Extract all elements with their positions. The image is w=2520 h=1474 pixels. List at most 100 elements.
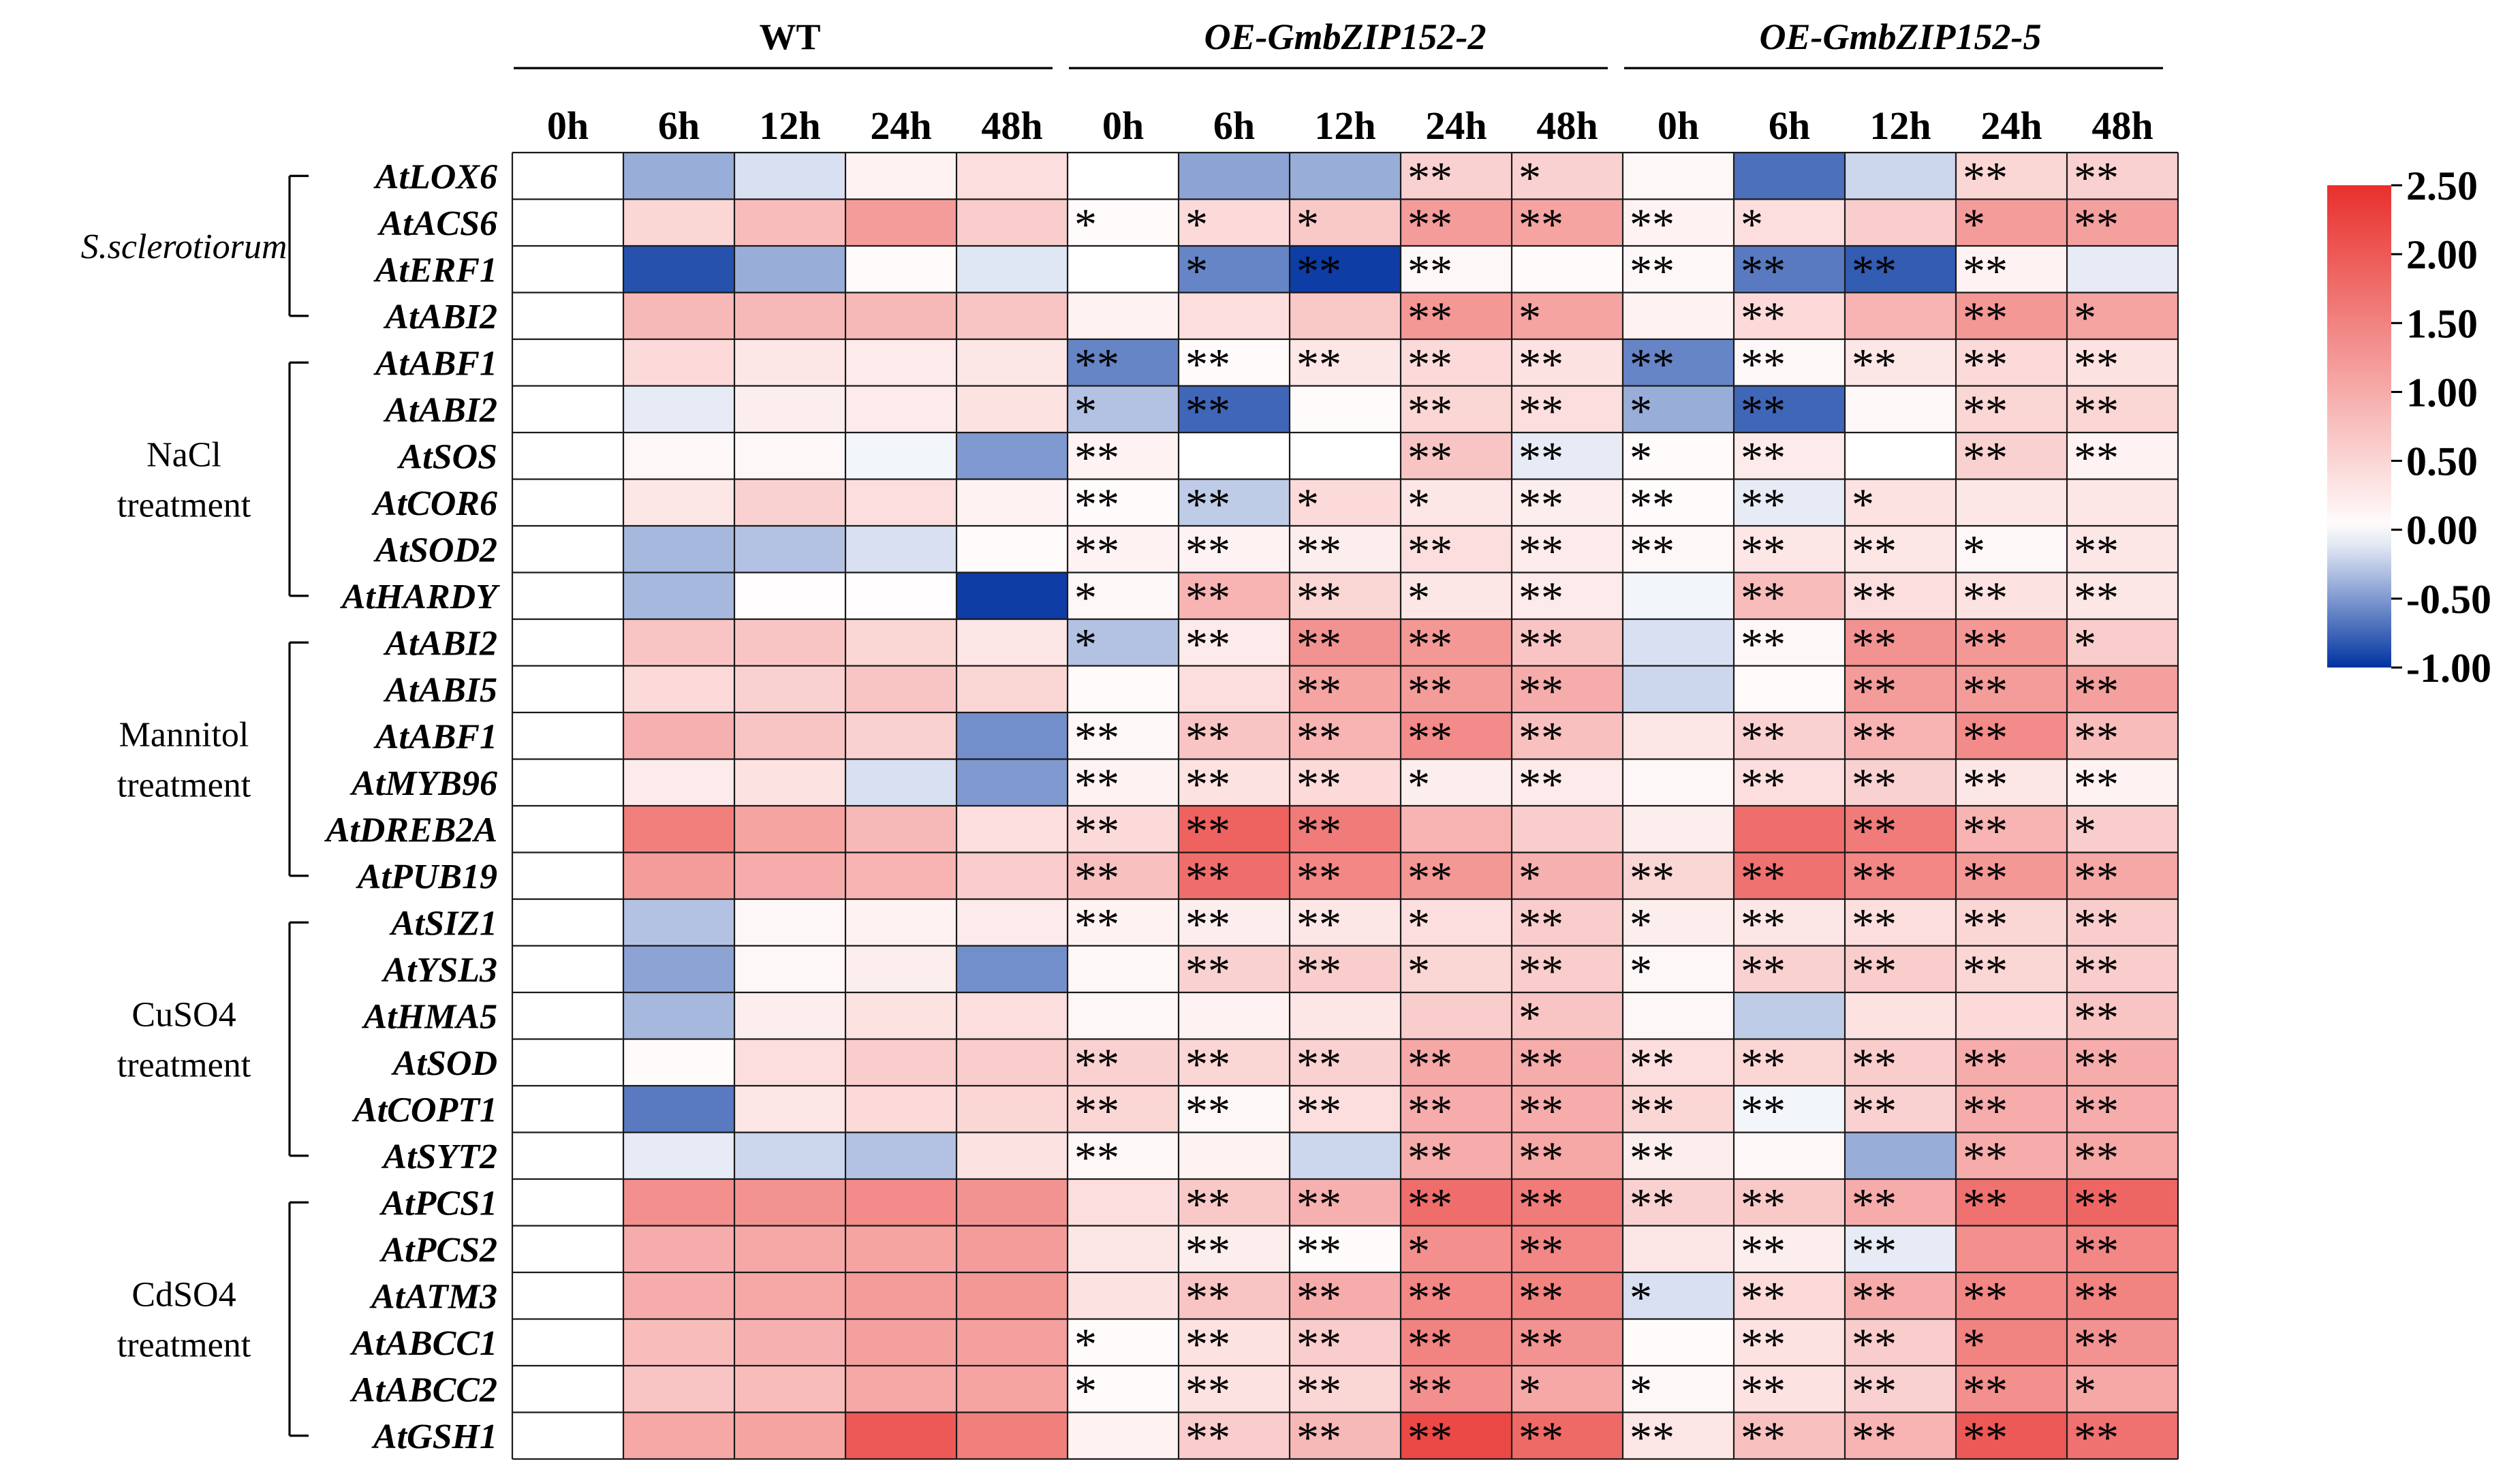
significance-mark: * (1407, 759, 1430, 809)
heatmap-cell (2067, 339, 2178, 386)
significance-mark: * (1074, 386, 1097, 436)
heatmap-cell (2067, 246, 2178, 293)
heatmap-cell (1068, 1039, 1179, 1086)
heatmap-cell (1068, 665, 1179, 712)
gene-label: AtABCC2 (349, 1370, 497, 1409)
significance-mark: ** (1407, 1086, 1452, 1136)
heatmap-cell (1512, 572, 1623, 619)
significance-mark: ** (1185, 806, 1230, 856)
significance-mark: ** (1963, 573, 2008, 623)
heatmap-cell (734, 572, 845, 619)
heatmap-cell (623, 899, 734, 946)
heatmap-cell (623, 619, 734, 666)
timepoint-label: 24h (1425, 104, 1487, 148)
heatmap-cell (1845, 479, 1956, 526)
significance-mark: ** (2074, 1039, 2119, 1089)
heatmap-cell (1734, 246, 1845, 293)
heatmap-cell (1956, 1412, 2067, 1459)
significance-mark: ** (1630, 527, 1675, 576)
significance-mark: * (1519, 293, 1541, 343)
heatmap-cell (1401, 899, 1512, 946)
gene-label: AtHARDY (340, 578, 500, 616)
significance-mark: ** (1407, 1366, 1452, 1416)
heatmap-cell (2067, 526, 2178, 573)
significance-mark: ** (1185, 1319, 1230, 1369)
heatmap-cell (734, 806, 845, 853)
heatmap-cell (734, 992, 845, 1039)
significance-mark: * (1185, 247, 1208, 296)
timepoint-label: 24h (870, 104, 931, 148)
significance-mark: ** (1519, 1273, 1564, 1323)
heatmap-cell (1845, 852, 1956, 899)
significance-mark: ** (1963, 713, 2008, 763)
heatmap-cell (1512, 1272, 1623, 1319)
significance-mark: ** (2074, 433, 2119, 483)
significance-mark: ** (1519, 340, 1564, 390)
heatmap-cell (734, 479, 845, 526)
heatmap-cell (512, 759, 623, 806)
significance-mark: ** (1741, 1086, 1786, 1136)
legend-tick-label: 1.50 (2406, 301, 2478, 346)
heatmap-cell (1956, 1319, 2067, 1366)
heatmap-cell (845, 1272, 956, 1319)
heatmap-cell (512, 386, 623, 433)
significance-mark: ** (1963, 1039, 2008, 1089)
heatmap-cell (1290, 1132, 1401, 1179)
significance-mark: ** (1741, 340, 1786, 390)
significance-mark: ** (1074, 759, 1119, 809)
heatmap-cell (512, 806, 623, 853)
heatmap-cell (734, 945, 845, 992)
condition-title: OE-GmbZIP152-5 (1760, 16, 2042, 57)
heatmap-cell (734, 852, 845, 899)
significance-mark: ** (1074, 1039, 1119, 1089)
heatmap-cell (2067, 1225, 2178, 1272)
significance-mark: ** (1296, 1273, 1341, 1323)
gene-label: AtCOR6 (371, 484, 497, 523)
gene-label: AtSOD2 (373, 531, 497, 569)
heatmap-cell (1068, 806, 1179, 853)
heatmap-cell (1623, 899, 1734, 946)
heatmap-cell (1290, 712, 1401, 759)
gene-label: AtPCS2 (379, 1231, 498, 1270)
heatmap-cell (1623, 1366, 1734, 1413)
significance-mark: * (1630, 433, 1652, 483)
heatmap-cell (1401, 852, 1512, 899)
heatmap-cell (1512, 1179, 1623, 1226)
significance-mark: ** (1852, 340, 1897, 390)
heatmap-cell (845, 572, 956, 619)
heatmap-cell (956, 1412, 1068, 1459)
heatmap-cell (512, 339, 623, 386)
significance-mark: ** (2074, 1319, 2119, 1369)
significance-mark: ** (1519, 527, 1564, 576)
significance-mark: ** (1519, 1413, 1564, 1462)
heatmap-cell (512, 1179, 623, 1226)
heatmap-cell (1179, 1179, 1290, 1226)
heatmap-cell (845, 945, 956, 992)
heatmap-cell (1734, 1366, 1845, 1413)
heatmap-cell (734, 712, 845, 759)
heatmap-cell (1179, 1366, 1290, 1413)
heatmap-cell (1401, 1319, 1512, 1366)
heatmap-cell (1512, 899, 1623, 946)
heatmap-cell (1179, 665, 1290, 712)
significance-mark: ** (1852, 1319, 1897, 1369)
heatmap-cell (2067, 619, 2178, 666)
heatmap-cell (1623, 665, 1734, 712)
heatmap-cell (1623, 1319, 1734, 1366)
heatmap-cell (1512, 852, 1623, 899)
heatmap-cell (1512, 433, 1623, 480)
heatmap-cell (845, 1225, 956, 1272)
heatmap-cell (1290, 339, 1401, 386)
timepoint-label: 6h (1213, 104, 1255, 148)
heatmap-cell (623, 433, 734, 480)
heatmap-cell (623, 1366, 734, 1413)
heatmap-cell (1401, 1272, 1512, 1319)
heatmap-cell (623, 945, 734, 992)
timepoint-label: 6h (1769, 104, 1810, 148)
significance-mark: * (1741, 200, 1763, 249)
heatmap-cell (1179, 386, 1290, 433)
heatmap-cell (1401, 433, 1512, 480)
significance-mark: ** (1630, 1133, 1675, 1182)
heatmap-cell (1179, 572, 1290, 619)
heatmap-cell (956, 852, 1068, 899)
